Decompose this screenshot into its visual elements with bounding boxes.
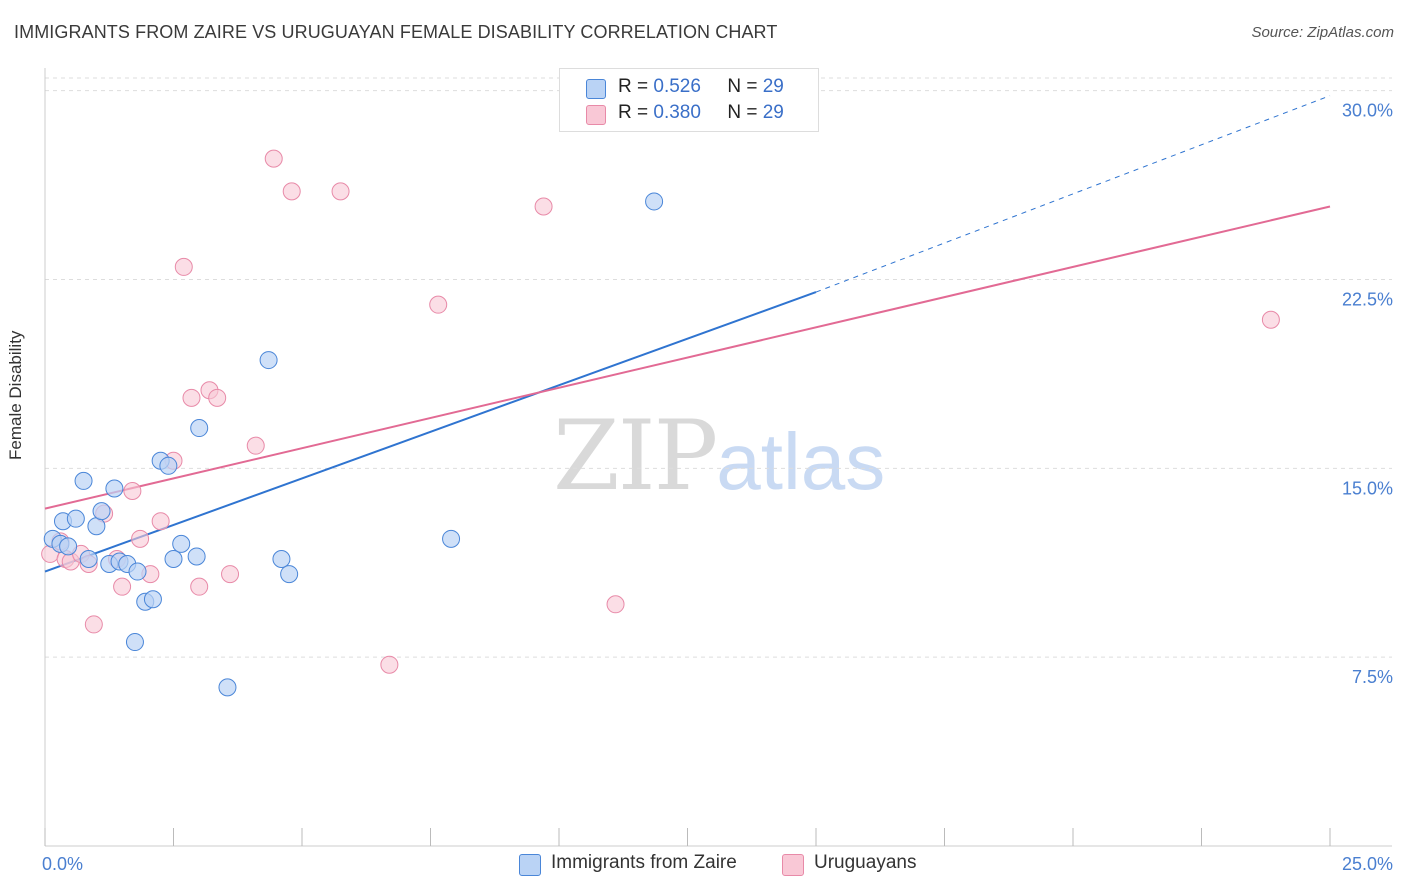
uruguayans-point [282, 182, 301, 201]
y-tick-label: 30.0% [1342, 101, 1393, 121]
legend-n-value: 29 [762, 102, 784, 123]
source-label: Source: ZipAtlas.com [1251, 24, 1394, 41]
legend-swatch-pink [586, 105, 606, 125]
zaire-point [272, 549, 291, 568]
zaire-point [187, 547, 206, 566]
legend-n-label: N = [727, 102, 758, 123]
uruguayans-point [264, 149, 283, 168]
legend-n-label: N = [727, 76, 758, 97]
uruguayans-point [113, 577, 132, 596]
uruguayans-point [1261, 310, 1280, 329]
uruguayans-point [380, 655, 399, 674]
zaire-point [442, 529, 461, 548]
zaire-point [164, 549, 183, 568]
point-layer [41, 149, 1280, 697]
uruguayans-point [84, 615, 103, 634]
zaire-trend-extension [815, 95, 1331, 293]
label-layer: 7.5% 15.0% 22.5% 30.0% 0.0% 25.0% [42, 101, 1393, 874]
chart-title: IMMIGRANTS FROM ZAIRE VS URUGUAYAN FEMAL… [14, 22, 778, 42]
uruguayans-point [123, 481, 142, 500]
bottom-legend-label: Immigrants from Zaire [551, 852, 737, 873]
uruguayans-point [429, 295, 448, 314]
zaire-point [74, 471, 93, 490]
bottom-legend-label: Uruguayans [814, 852, 917, 873]
uruguayans-trend-line [44, 205, 1331, 510]
x-tick-label: 25.0% [1342, 854, 1393, 874]
zaire-point [159, 456, 178, 475]
uruguayans-point [131, 529, 150, 548]
y-tick-label: 22.5% [1342, 289, 1393, 309]
watermark-zip: ZIP [553, 400, 718, 512]
bottom-legend-swatch-blue [519, 854, 541, 876]
uruguayans-point [331, 182, 350, 201]
legend-r-label: R = [618, 102, 649, 123]
x-tick-label: 0.0% [42, 854, 83, 874]
uruguayans-point [246, 436, 265, 455]
zaire-trend-line [44, 291, 817, 573]
zaire-point [125, 633, 144, 652]
zaire-point [105, 479, 124, 498]
watermark-atlas: atlas [716, 417, 886, 506]
watermark: ZIPatlas [553, 400, 885, 512]
zaire-point [66, 509, 85, 528]
zaire-point [280, 565, 299, 584]
legend-r-label: R = [618, 76, 649, 97]
zaire-point [218, 678, 237, 697]
zaire-point [92, 502, 111, 521]
correlation-legend: R = 0.526 N = 29 R = 0.380 N = 29 [559, 68, 819, 132]
zaire-point [59, 537, 78, 556]
uruguayans-point [151, 512, 170, 531]
legend-n-value: 29 [762, 76, 784, 97]
trend-layer [44, 95, 1331, 573]
zaire-point [128, 562, 147, 581]
y-tick-label: 15.0% [1342, 478, 1393, 498]
zaire-point [190, 419, 209, 438]
axis-layer [44, 68, 1392, 847]
uruguayans-point [182, 388, 201, 407]
legend-r-value: 0.380 [653, 102, 701, 123]
zaire-point [645, 192, 664, 211]
zaire-point [79, 549, 98, 568]
grid-layer [45, 77, 1392, 658]
zaire-point [87, 517, 106, 536]
uruguayans-point [221, 565, 240, 584]
uruguayans-point [606, 595, 625, 614]
bottom-legend-swatch-pink [782, 854, 804, 876]
zaire-point [172, 534, 191, 553]
uruguayans-point [534, 197, 553, 216]
uruguayans-point [208, 388, 227, 407]
legend-swatch-blue [586, 79, 606, 99]
legend-r-value: 0.526 [653, 76, 701, 97]
uruguayans-point [190, 577, 209, 596]
zaire-point [143, 590, 162, 609]
y-tick-label: 7.5% [1352, 667, 1393, 687]
uruguayans-point [174, 257, 193, 276]
zaire-point [259, 351, 278, 370]
